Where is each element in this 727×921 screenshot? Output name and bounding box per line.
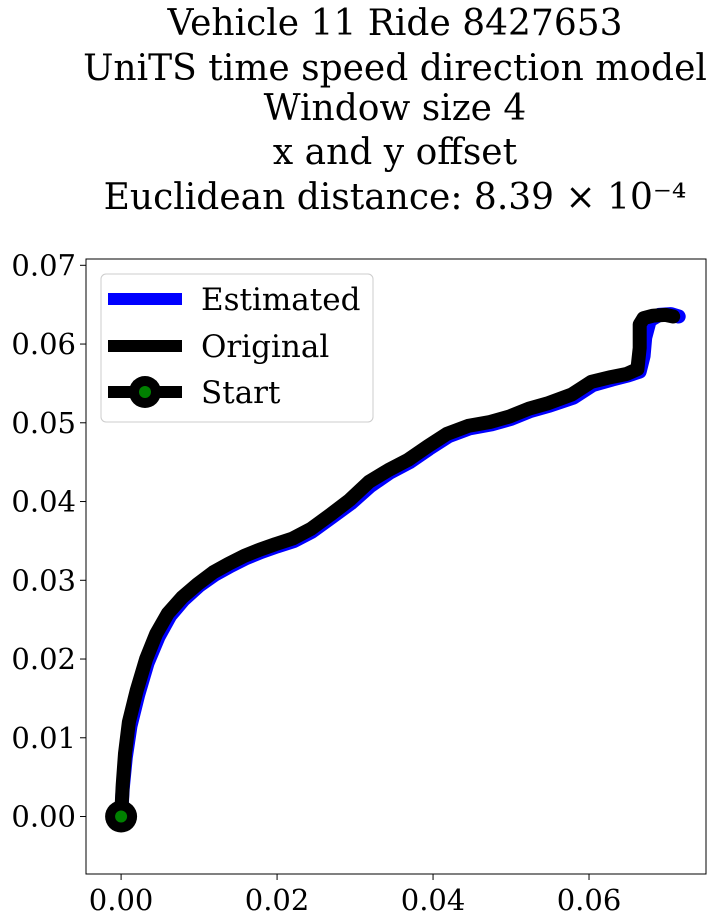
title-line-5: Euclidean distance: 8.39 × 10⁻⁴ xyxy=(104,177,687,218)
legend-label-estimated: Estimated xyxy=(201,282,360,318)
x-axis: 0.00 0.02 0.04 0.06 xyxy=(89,874,622,917)
y-tick-label: 0.00 xyxy=(11,800,76,834)
legend: Estimated Original Start xyxy=(100,273,374,423)
y-tick-label: 0.06 xyxy=(11,327,76,361)
legend-label-original: Original xyxy=(201,329,329,365)
x-tick-label: 0.02 xyxy=(245,883,310,917)
title-line-1: Vehicle 11 Ride 8427653 xyxy=(166,3,622,44)
y-tick-label: 0.02 xyxy=(11,642,76,676)
y-tick-label: 0.03 xyxy=(11,563,76,597)
title-line-3: Window size 4 xyxy=(264,88,527,129)
legend-start-marker-center xyxy=(139,386,151,398)
x-tick-label: 0.00 xyxy=(89,883,154,917)
plot-frame xyxy=(85,258,707,875)
y-tick-label: 0.01 xyxy=(11,721,76,755)
start-marker-center xyxy=(115,810,128,823)
y-axis: 0.00 0.01 0.02 0.03 0.04 0.05 0.06 0.07 xyxy=(11,248,86,834)
y-tick-label: 0.07 xyxy=(11,248,76,282)
x-tick-label: 0.06 xyxy=(557,883,622,917)
plot-lines xyxy=(105,307,686,833)
legend-label-start: Start xyxy=(201,375,281,411)
legend-box xyxy=(100,273,374,423)
title-line-4: x and y offset xyxy=(273,132,518,173)
y-tick-label: 0.05 xyxy=(11,406,76,440)
x-tick-label: 0.04 xyxy=(401,883,466,917)
title-line-2: UniTS time speed direction model xyxy=(83,48,707,89)
y-tick-label: 0.04 xyxy=(11,485,76,519)
series-line-original xyxy=(114,307,681,824)
